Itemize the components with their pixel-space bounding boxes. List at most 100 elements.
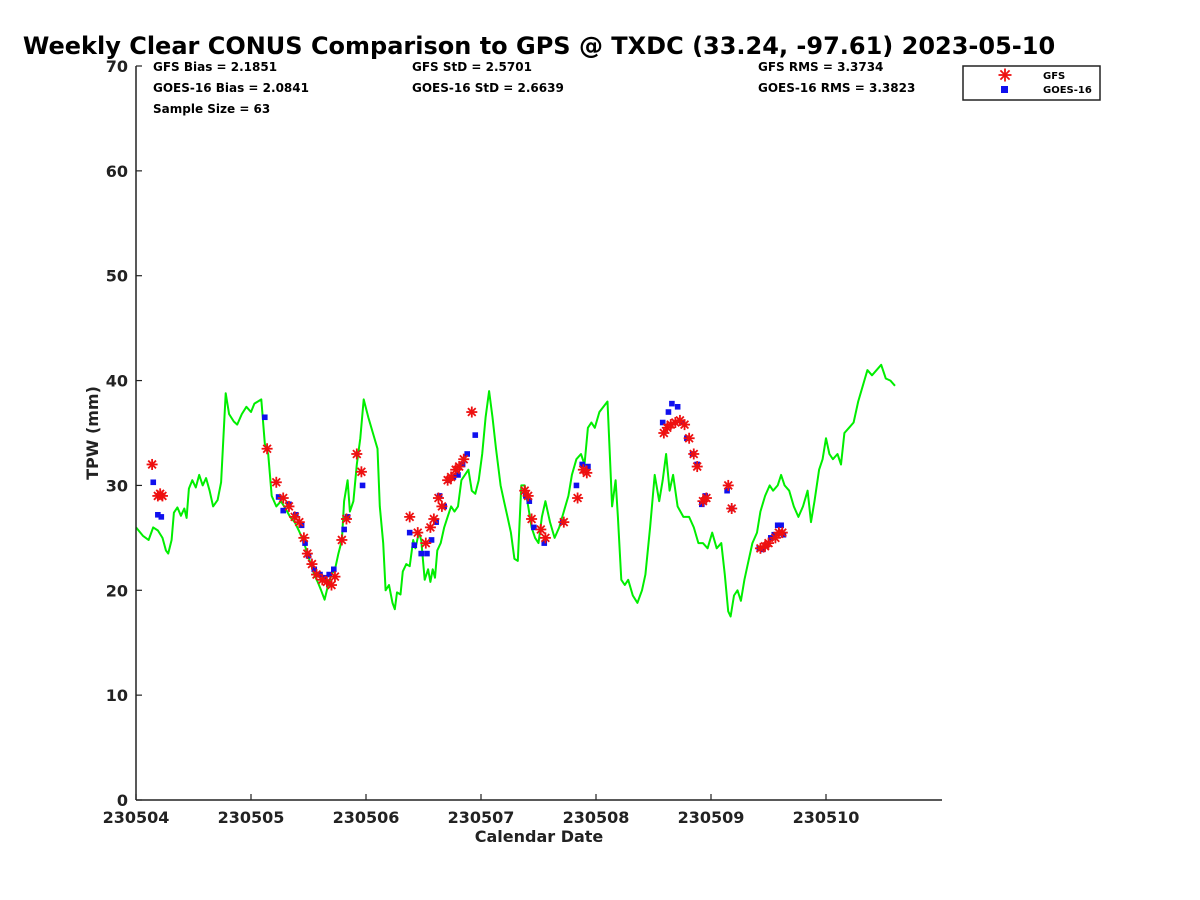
legend-gfs-marker	[998, 68, 1012, 82]
gfs-point	[683, 432, 695, 444]
legend-gfs-label: GFS	[1043, 71, 1065, 82]
gfs-point	[289, 511, 301, 523]
goes16-point	[659, 419, 666, 426]
goes16-point	[774, 522, 781, 529]
y-tick-label: 30	[106, 476, 128, 495]
goes16-point	[341, 526, 347, 533]
x-tick-label: 230509	[678, 808, 745, 827]
gfs-point	[535, 523, 547, 535]
gfs-point	[428, 513, 440, 525]
gfs-point	[432, 492, 444, 504]
goes16-point	[326, 571, 332, 578]
gfs-point	[340, 513, 352, 525]
axes	[135, 66, 942, 801]
goes16-point	[331, 566, 337, 573]
goes16-point	[459, 461, 466, 468]
goes16-point	[428, 537, 435, 543]
stat-sample-size: Sample Size = 63	[153, 102, 270, 116]
y-tick-label: 60	[106, 162, 128, 181]
stat-gfs-std: GFS StD = 2.5701	[412, 60, 532, 74]
gfs-point	[445, 471, 457, 483]
goes16-point	[541, 540, 548, 546]
gfs-point	[669, 417, 681, 429]
gfs-point	[306, 558, 318, 570]
gfs-point	[420, 537, 432, 549]
gfs-point	[355, 466, 367, 478]
gfs-point	[763, 537, 774, 549]
gfs-point	[453, 461, 465, 473]
gfs-point	[436, 500, 448, 512]
legend: GFS GOES-16	[962, 65, 1101, 101]
goes16-point	[424, 550, 430, 557]
stats-block: GFS Bias = 2.1851 GOES-16 Bias = 2.0841 …	[153, 60, 915, 116]
goes16-point	[418, 550, 424, 557]
gfs-point	[466, 406, 478, 418]
gfs-point	[270, 476, 282, 488]
gfs-point	[700, 492, 712, 504]
x-tick-label: 230504	[103, 808, 170, 827]
gfs-point	[277, 492, 289, 504]
gfs-point	[558, 516, 570, 528]
goes16-point	[771, 531, 778, 538]
gfs-point	[336, 534, 348, 546]
stat-goes-rms: GOES-16 RMS = 3.3823	[758, 81, 915, 95]
y-axis-label: TPW (mm)	[83, 386, 102, 480]
gfs-point	[679, 419, 691, 431]
stat-gfs-bias: GFS Bias = 2.1851	[153, 60, 277, 74]
gfs-point	[146, 458, 158, 470]
goes16-point	[280, 507, 286, 514]
goes16-point	[579, 461, 585, 468]
gfs-point	[326, 579, 337, 591]
legend-goes16-label: GOES-16	[1043, 85, 1092, 96]
goes16-point	[302, 540, 308, 546]
goes16-point	[778, 522, 784, 529]
gfs-point	[572, 492, 584, 504]
y-tick-label: 0	[117, 791, 128, 810]
goes16-point	[155, 511, 161, 518]
gfs-point	[283, 500, 295, 512]
gps-series	[135, 363, 896, 618]
gfs-point	[412, 527, 424, 539]
legend-goes16-marker	[1001, 86, 1008, 93]
y-ticks: 0 10 20 30 40 50 60 70	[106, 57, 142, 810]
gfs-point	[726, 502, 738, 514]
chart-title: Weekly Clear CONUS Comparison to GPS @ T…	[23, 32, 1055, 60]
gfs-point	[581, 467, 593, 479]
goes16-point	[526, 498, 533, 504]
goes16-point	[359, 482, 366, 489]
goes16-point	[674, 403, 681, 410]
goes16-point	[472, 432, 479, 438]
gfs-point	[329, 571, 341, 583]
x-tick-label: 230510	[793, 808, 860, 827]
stat-gfs-rms: GFS RMS = 3.3734	[758, 60, 883, 74]
legend-box	[962, 65, 1101, 101]
gfs-point	[261, 443, 273, 455]
gfs-series	[146, 406, 788, 591]
goes16-point	[275, 494, 282, 500]
goes16-point	[724, 487, 730, 494]
stat-goes-bias: GOES-16 Bias = 2.0841	[153, 81, 309, 95]
gfs-point	[293, 516, 305, 528]
gfs-point	[298, 532, 310, 544]
gfs-point	[539, 532, 551, 544]
goes16-point	[699, 501, 705, 508]
gfs-point	[351, 448, 363, 460]
goes16-point	[573, 482, 580, 489]
gps-line	[135, 363, 896, 618]
y-tick-label: 10	[106, 686, 128, 705]
goes16-point	[150, 479, 157, 486]
goes16-point	[406, 529, 413, 536]
gfs-point	[722, 479, 734, 491]
y-tick-label: 20	[106, 581, 128, 600]
goes16-point	[464, 451, 470, 457]
x-tick-label: 230506	[333, 808, 400, 827]
goes16-point	[665, 409, 672, 415]
gfs-point	[424, 521, 436, 533]
y-tick-label: 50	[106, 267, 128, 286]
gfs-point	[688, 448, 700, 460]
goes16-series	[150, 400, 787, 581]
gfs-point	[526, 513, 538, 525]
y-tick-label: 40	[106, 372, 128, 391]
gfs-point	[691, 461, 703, 473]
